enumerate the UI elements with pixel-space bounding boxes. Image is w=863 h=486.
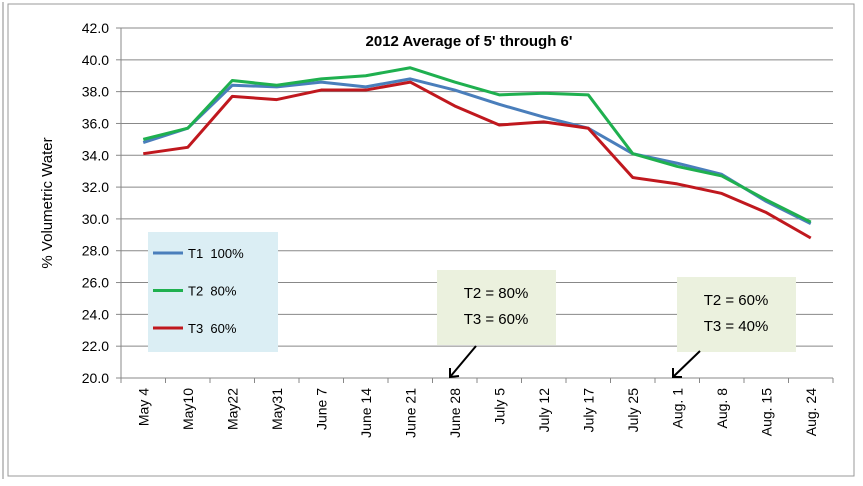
y-tick-label: 26.0 (82, 275, 109, 291)
y-tick-label: 22.0 (82, 338, 109, 354)
x-tick-label: Aug. 15 (758, 388, 774, 436)
x-tick-label: May22 (224, 388, 240, 430)
legend-label: T3 60% (188, 321, 237, 336)
x-tick-label: Aug. 8 (714, 388, 730, 429)
x-tick-label: July 25 (625, 388, 641, 433)
lines (142, 66, 812, 240)
annotation-text: T3 = 40% (704, 318, 769, 335)
annotation-text: T3 = 60% (464, 311, 529, 328)
x-tick-label: May 4 (135, 388, 151, 426)
series-line (142, 77, 812, 226)
legend-label: T2 80% (188, 284, 237, 299)
annotation-box (437, 270, 556, 345)
x-tick-label: May10 (180, 388, 196, 430)
legend: T1 100% T2 80% T3 60% (153, 246, 244, 336)
x-tick-label: Aug. 24 (803, 388, 819, 436)
annotation-text: T2 = 80% (464, 285, 529, 302)
x-tick-label: July 17 (580, 388, 596, 433)
x-tick-label: June 21 (402, 388, 418, 438)
arrow-head (672, 368, 682, 378)
y-axis-label: % Volumetric Water (39, 137, 56, 268)
arrow (449, 345, 477, 378)
x-tick-label: Aug. 1 (669, 388, 685, 429)
annotation-text: T2 = 60% (704, 292, 769, 309)
x-tick-label: May31 (269, 388, 285, 430)
y-tick-label: 36.0 (82, 115, 109, 131)
x-tick-label: June 7 (313, 388, 329, 430)
y-tick-label: 38.0 (82, 84, 109, 100)
y-tick-label: 24.0 (82, 306, 109, 322)
y-tick-label: 28.0 (82, 243, 109, 259)
x-tick-label: July 12 (536, 388, 552, 433)
y-tick-label: 42.0 (82, 20, 109, 36)
series-line (143, 80, 812, 240)
x-tick-label: July 5 (491, 388, 507, 425)
arrows (449, 345, 701, 379)
series-line (142, 66, 812, 224)
x-tick-label: June 14 (358, 388, 374, 438)
legend-label: T1 100% (188, 246, 244, 261)
y-tick-label: 34.0 (82, 147, 109, 163)
y-tick-label: 20.0 (82, 370, 109, 386)
chart-title: 2012 Average of 5' through 6' (366, 33, 573, 50)
y-tick-label: 30.0 (82, 211, 109, 227)
x-tick-label: June 28 (447, 388, 463, 438)
annotation-box (677, 277, 796, 352)
y-tick-label: 40.0 (82, 52, 109, 68)
arrow (672, 350, 701, 378)
y-tick-label: 32.0 (82, 179, 109, 195)
arrow-head (449, 368, 460, 379)
